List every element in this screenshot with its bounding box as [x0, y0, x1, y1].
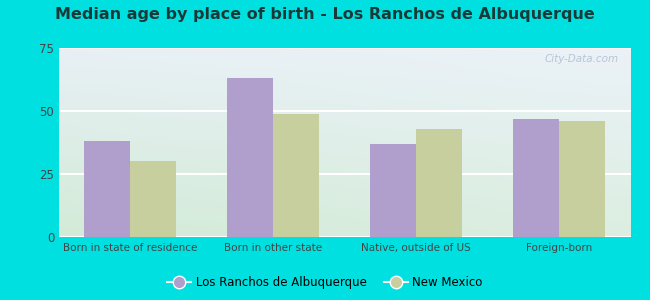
Bar — [559, 121, 604, 237]
Bar — [273, 113, 318, 237]
Legend: Los Ranchos de Albuquerque, New Mexico: Los Ranchos de Albuquerque, New Mexico — [162, 272, 488, 294]
Bar — [514, 118, 559, 237]
Bar — [227, 78, 273, 237]
Bar — [370, 144, 416, 237]
Text: Median age by place of birth - Los Ranchos de Albuquerque: Median age by place of birth - Los Ranch… — [55, 8, 595, 22]
Bar — [130, 161, 176, 237]
Bar — [416, 129, 462, 237]
Text: City-Data.com: City-Data.com — [545, 54, 619, 64]
Bar — [84, 141, 130, 237]
